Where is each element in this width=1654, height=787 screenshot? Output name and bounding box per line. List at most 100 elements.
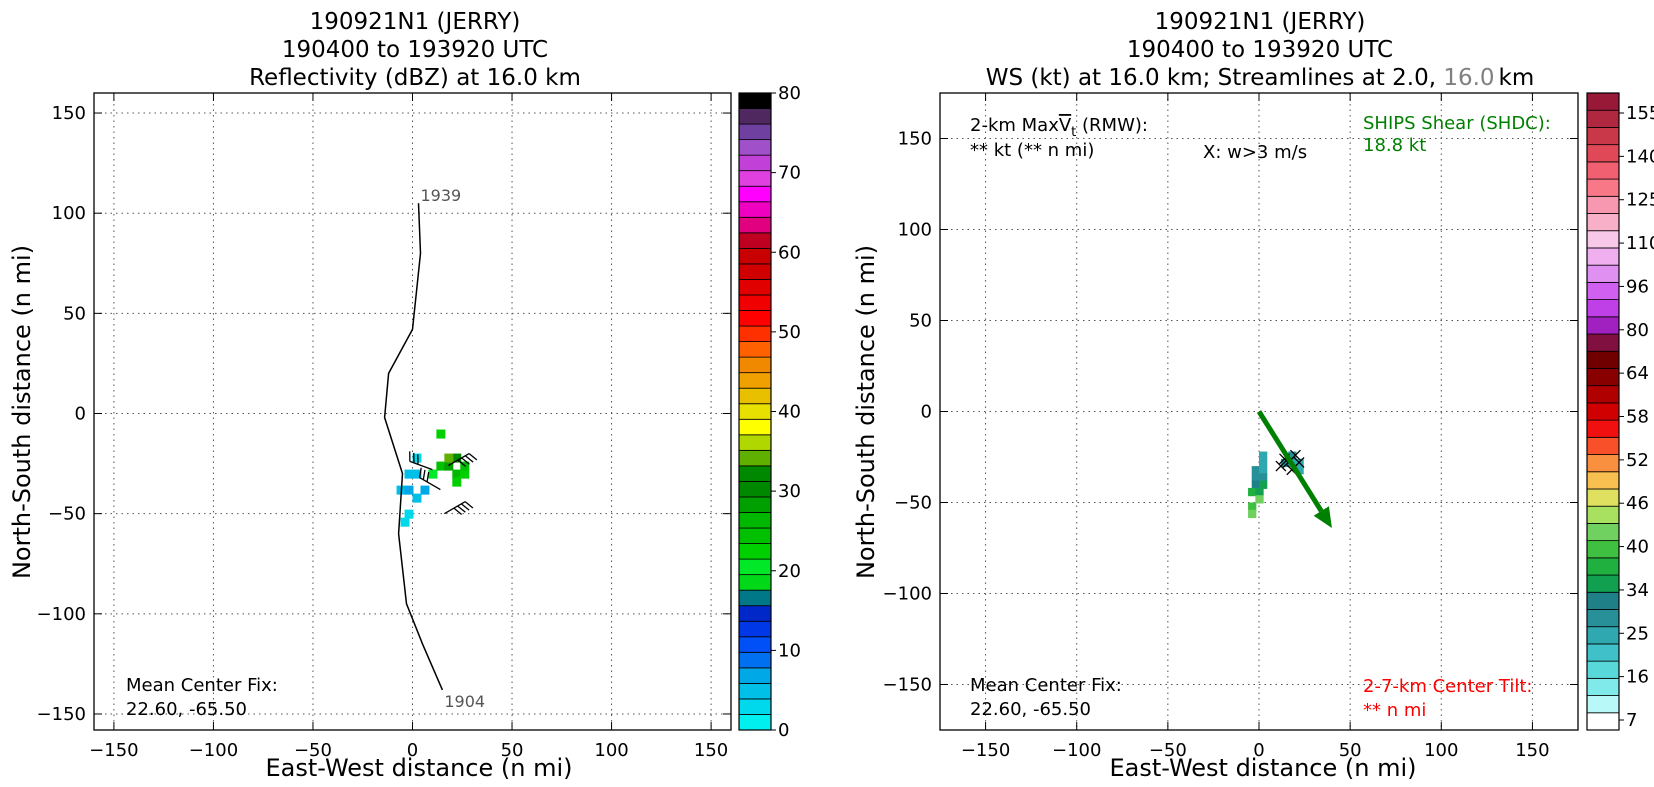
left-colorbar-bin (738, 216, 772, 234)
right-colorbar-bin (1586, 247, 1620, 266)
wind-speed-panel: 190921N1 (JERRY) 190400 to 193920 UTC WS… (852, 9, 1654, 782)
wind-barb-feather (457, 459, 467, 467)
left-y-tick-label: 0 (75, 404, 86, 425)
right-plot-area: −150 −100 −50 0 50 100 150 −150 −100 −50 0 50 100 150 (883, 92, 1579, 761)
left-y-tick-label: −50 (48, 504, 86, 525)
left-colorbar-tick-label: 80 (778, 83, 801, 104)
right-colorbar-tick-label: 155 (1626, 103, 1654, 124)
right-colorbar-bin (1586, 523, 1620, 542)
right-colorbar-bin (1586, 161, 1620, 180)
left-colorbar-bin (738, 667, 772, 684)
left-colorbar-bin (738, 496, 772, 513)
reflectivity-panel: 190921N1 (JERRY) 190400 to 193920 UTC Re… (8, 9, 801, 782)
left-colorbar-bin (738, 201, 772, 218)
reflectivity-cell (400, 517, 410, 527)
left-y-tick-label: 150 (52, 103, 86, 124)
right-colorbar-bin (1586, 505, 1620, 524)
right-colorbar-tick-label: 80 (1626, 320, 1649, 341)
wind-speed-cell (1248, 487, 1257, 497)
left-x-tick-label: −50 (294, 740, 332, 761)
left-colorbar-bin (738, 589, 772, 607)
left-colorbar-bin (738, 341, 772, 358)
right-colorbar-bin (1586, 643, 1620, 662)
left-colorbar-bin (738, 636, 772, 653)
right-colorbar-bin (1586, 368, 1620, 387)
reflectivity-cell (404, 469, 414, 479)
left-colorbar-bin (738, 651, 772, 669)
wind-speed-cell (1295, 466, 1304, 475)
left-y-tick-label: −100 (37, 604, 86, 625)
right-colorbar-bin (1586, 385, 1620, 404)
center-tilt-value: ** n mi (1363, 700, 1426, 721)
right-colorbar-tick-label: 125 (1626, 190, 1654, 211)
right-colorbar-tick-label: 140 (1626, 146, 1654, 167)
reflectivity-cell (436, 461, 446, 471)
wind-speed-cell (1248, 502, 1257, 511)
center-tilt-label: 2-7-km Center Tilt: (1363, 676, 1532, 697)
max-vt-value: ** kt (** n mi) (970, 140, 1094, 161)
right-colorbar-bin (1586, 712, 1620, 731)
left-colorbar-bin (738, 512, 772, 529)
right-title: 190921N1 (JERRY) 190400 to 193920 UTC WS… (986, 9, 1535, 91)
right-colorbar-bin (1586, 574, 1620, 593)
right-colorbar-bin (1586, 471, 1620, 490)
left-colorbar-bin (738, 170, 772, 187)
right-center-fix-value: 22.60, -65.50 (970, 699, 1091, 720)
right-colorbar-bin (1586, 109, 1620, 128)
left-title-line-1: 190921N1 (JERRY) (310, 9, 521, 35)
right-colorbar-tick-label: 16 (1626, 667, 1649, 688)
wind-barb-feather (464, 501, 474, 509)
right-x-axis-label: East-West distance (n mi) (1109, 754, 1416, 782)
right-colorbar-bin (1586, 230, 1620, 249)
left-y-axis-label: North-South distance (n mi) (8, 245, 36, 579)
right-title-line-1: 190921N1 (JERRY) (1155, 9, 1366, 35)
right-colorbar-bin (1586, 144, 1620, 163)
wind-speed-cell (1251, 466, 1260, 475)
wind-speed-cell (1248, 509, 1257, 519)
reflectivity-cell (436, 429, 446, 439)
left-center-fix-label: Mean Center Fix: (126, 675, 278, 696)
track-end-label: 1939 (420, 186, 461, 205)
left-colorbar-bin (738, 387, 772, 405)
right-colorbar-bin (1586, 591, 1620, 610)
right-colorbar-bin (1586, 178, 1620, 197)
right-center-fix-label: Mean Center Fix: (970, 675, 1122, 696)
wind-barbs (409, 451, 478, 515)
right-colorbar-bin (1586, 660, 1620, 679)
left-colorbar-bin (738, 714, 772, 731)
shear-vector-head (1313, 506, 1332, 528)
wind-speed-cell (1251, 473, 1260, 482)
right-colorbar-bin (1586, 127, 1620, 146)
reflectivity-cell (412, 493, 422, 503)
left-colorbar-tick-label: 20 (778, 561, 801, 582)
reflectivity-cell (420, 485, 430, 495)
left-y-tick-label: 100 (52, 203, 86, 224)
right-colorbar-bin (1586, 626, 1620, 645)
shear-vector-shaft (1256, 410, 1324, 513)
left-colorbar-bin (738, 325, 772, 342)
right-colorbar-bin (1586, 213, 1620, 232)
wind-speed-cell (1251, 480, 1260, 489)
reflectivity-cell (452, 453, 462, 463)
left-colorbar-bin (738, 434, 772, 451)
right-colorbar-bin (1586, 299, 1620, 318)
left-x-tick-label: 100 (594, 740, 628, 761)
left-colorbar-bin (738, 449, 772, 467)
right-y-tick-label: 100 (898, 220, 932, 241)
reflectivity-cell (412, 469, 422, 479)
right-title-line-2: 190400 to 193920 UTC (1127, 37, 1393, 63)
left-title: 190921N1 (JERRY) 190400 to 193920 UTC Re… (249, 9, 581, 91)
right-colorbar-bin (1586, 677, 1620, 696)
left-colorbar-bin (738, 356, 772, 374)
left-colorbar-bin (738, 465, 772, 482)
right-y-tick-label: −150 (883, 675, 932, 696)
left-colorbar-bin (738, 698, 772, 715)
left-colorbar-tick-label: 10 (778, 640, 801, 661)
right-colorbar-tick-label: 52 (1626, 450, 1649, 471)
left-colorbar-bin (738, 123, 772, 141)
left-colorbar-bin (738, 232, 772, 249)
left-colorbar-tick-label: 30 (778, 481, 801, 502)
left-x-tick-label: 50 (501, 740, 524, 761)
right-colorbar-tick-label: 34 (1626, 580, 1649, 601)
